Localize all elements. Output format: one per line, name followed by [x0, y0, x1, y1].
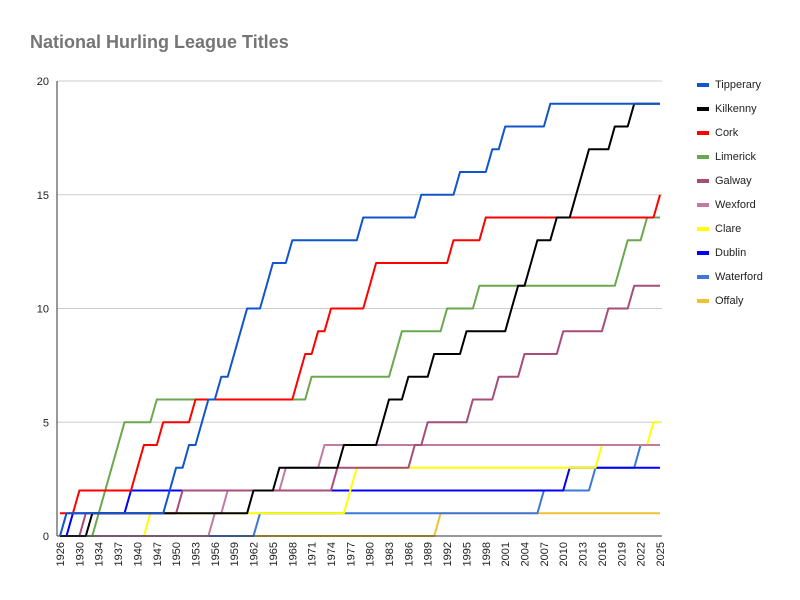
legend-label: Clare	[715, 223, 742, 235]
x-tick-label: 2007	[539, 542, 551, 566]
x-tick-label: 1977	[345, 542, 357, 566]
x-tick-label: 1956	[210, 542, 222, 566]
legend-item: Offaly	[697, 289, 763, 313]
x-tick-label: 2013	[578, 542, 590, 566]
legend-swatch	[697, 227, 709, 231]
chart-title: National Hurling League Titles	[30, 32, 289, 52]
x-tick-label: 1937	[113, 542, 125, 566]
legend-item: Galway	[697, 169, 763, 193]
x-tick-label: 1971	[307, 542, 319, 566]
series-line-cork	[60, 194, 661, 515]
legend-label: Galway	[715, 175, 752, 187]
series-line-kilkenny	[60, 102, 660, 537]
x-tick-label: 1983	[384, 542, 396, 566]
legend: Tipperary Kilkenny Cork Limerick Galway Wexfo…	[697, 73, 763, 313]
series-line-dublin	[60, 466, 660, 537]
legend-label: Dublin	[715, 247, 747, 259]
legend-label: Cork	[715, 127, 739, 139]
legend-swatch	[697, 131, 709, 135]
legend-swatch	[697, 275, 709, 279]
x-tick-label: 2001	[500, 542, 512, 566]
y-tick-label: 5	[43, 417, 49, 429]
legend-item: Tipperary	[697, 73, 763, 97]
x-tick-label: 1959	[229, 542, 241, 566]
x-tick-label: 2016	[597, 542, 609, 566]
legend-item: Dublin	[697, 241, 763, 265]
y-tick-label: 0	[43, 531, 49, 543]
legend-item: Wexford	[697, 193, 763, 217]
x-tick-label: 1995	[461, 542, 473, 566]
series-line-limerick	[60, 216, 660, 537]
legend-label: Tipperary	[715, 79, 762, 91]
x-tick-label: 1992	[442, 542, 454, 566]
legend-label: Kilkenny	[715, 103, 757, 115]
x-tick-label: 2004	[520, 542, 532, 566]
x-tick-label: 1953	[190, 542, 202, 566]
x-tick-label: 2022	[636, 542, 648, 566]
x-tick-label: 1950	[171, 542, 183, 566]
legend-item: Limerick	[697, 145, 763, 169]
legend-swatch	[697, 251, 709, 255]
x-tick-label: 2010	[558, 542, 570, 566]
x-tick-label: 1980	[365, 542, 377, 566]
legend-label: Wexford	[715, 199, 756, 211]
legend-swatch	[697, 155, 709, 159]
legend-swatch	[697, 299, 709, 303]
x-tick-label: 1974	[326, 542, 338, 566]
legend-item: Cork	[697, 121, 763, 145]
x-tick-label: 1965	[268, 542, 280, 566]
x-tick-label: 1940	[132, 542, 144, 566]
x-tick-label: 2019	[616, 542, 628, 566]
y-tick-label: 10	[37, 304, 49, 316]
series-line-galway	[60, 284, 660, 537]
x-tick-label: 1926	[55, 542, 67, 566]
series-line-tipperary	[59, 102, 660, 537]
y-tick-label: 20	[37, 76, 49, 88]
x-tick-label: 1962	[249, 542, 261, 566]
x-tick-label: 1947	[152, 542, 164, 566]
legend-item: Clare	[697, 217, 763, 241]
x-tick-label: 1934	[94, 542, 106, 566]
x-tick-label: 2025	[655, 542, 667, 566]
legend-label: Waterford	[715, 271, 763, 283]
y-tick-label: 15	[37, 190, 49, 202]
legend-swatch	[697, 203, 709, 207]
legend-label: Offaly	[715, 295, 744, 307]
legend-swatch	[697, 179, 709, 183]
x-tick-label: 1989	[423, 542, 435, 566]
legend-swatch	[697, 107, 709, 111]
legend-label: Limerick	[715, 151, 756, 163]
legend-item: Waterford	[697, 265, 763, 289]
legend-item: Kilkenny	[697, 97, 763, 121]
x-tick-label: 1930	[74, 542, 86, 566]
series-line-clare	[60, 421, 660, 537]
x-tick-label: 1986	[403, 542, 415, 566]
x-tick-label: 1968	[287, 542, 299, 566]
x-tick-label: 1998	[481, 542, 493, 566]
legend-swatch	[697, 83, 709, 87]
